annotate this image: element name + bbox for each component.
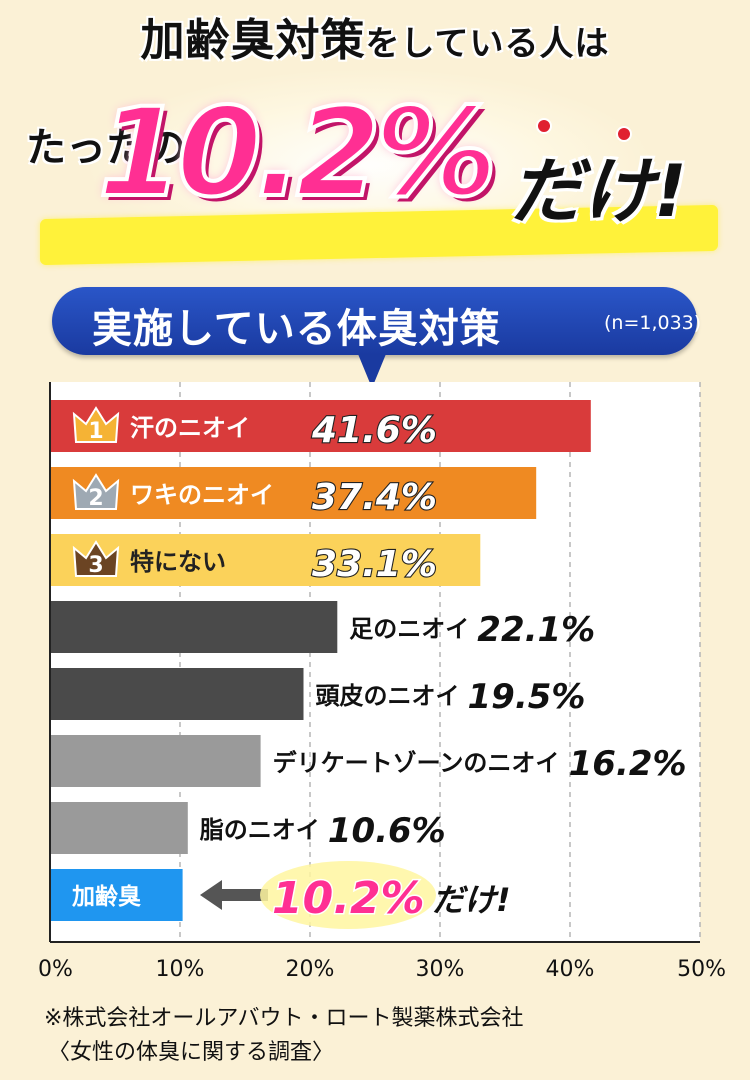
headline-line2: たったの 10.2% だけ! <box>0 80 750 252</box>
bar-category-label: 加齢臭 <box>71 883 141 910</box>
rank-number: 3 <box>88 553 103 578</box>
sparkle-icon <box>616 126 632 142</box>
bar <box>50 869 183 921</box>
bar-value-label: 10.6% <box>328 811 446 851</box>
plot-area <box>50 382 700 942</box>
x-tick-label: 50% <box>677 957 726 982</box>
headline-suffix: だけ! <box>510 149 687 233</box>
x-tick-label: 10% <box>156 957 205 982</box>
headline-topic: 加齢臭対策 <box>140 15 366 66</box>
footnote-source: ※株式会社オールアバウト・ロート製薬株式会社 <box>44 1006 524 1031</box>
x-tick-label: 40% <box>546 957 595 982</box>
sparkle-icon <box>536 118 552 134</box>
bar-category-label: 脂のニオイ <box>200 816 320 844</box>
bar <box>50 534 481 586</box>
x-tick-label: 30% <box>416 957 465 982</box>
headline-topic-suffix: をしている人は <box>365 24 610 64</box>
crown-icon <box>72 540 120 577</box>
bar-value-label: 37.4% <box>312 477 437 518</box>
footnote: ※株式会社オールアバウト・ロート製薬株式会社 〈女性の体臭に関する調査〉 <box>44 1002 524 1070</box>
arrow-left-icon <box>200 880 222 910</box>
x-tick-label: 20% <box>286 957 335 982</box>
bar-chart: 1 汗のニオイ 41.6% 2 ワキのニオイ 37.4% 3 特にない 33.1% 足のニオイ 22… <box>38 382 726 982</box>
bar-value-label: 41.6% <box>311 410 437 451</box>
bar-category-label: 特にない <box>130 548 226 576</box>
sample-size: (n=1,033) <box>604 312 702 334</box>
bar-category-label: 汗のニオイ <box>130 414 250 442</box>
crown-icon <box>72 406 120 443</box>
bar <box>50 802 188 854</box>
bar-category-label: デリケートゾーンのニオイ <box>273 749 560 777</box>
chart-title-pill: 実施している体臭対策 (n=1,033) <box>52 287 701 355</box>
chart-title: 実施している体臭対策 <box>92 306 501 352</box>
headline-prefix: たったの <box>26 125 186 171</box>
rank-number: 2 <box>88 486 103 511</box>
x-tick-label: 0% <box>38 957 73 982</box>
bar-value-label: 16.2% <box>569 744 687 784</box>
bar-value-label: 33.1% <box>312 544 437 585</box>
bar-category-label: 頭皮のニオイ <box>316 682 460 710</box>
arrow-shaft <box>218 889 268 901</box>
bar <box>50 735 261 787</box>
crown-icon <box>72 473 120 510</box>
headline-line1: 加齢臭対策をしている人は <box>0 4 750 68</box>
bar <box>50 467 537 519</box>
value-glow <box>260 861 436 929</box>
bar-value-label: 19.5% <box>468 677 586 717</box>
bar <box>50 668 304 720</box>
bar-value-label: 10.2% <box>272 873 425 924</box>
bar <box>50 400 591 452</box>
bar-category-label: 足のニオイ <box>349 615 469 643</box>
bar-category-label: ワキのニオイ <box>130 481 274 509</box>
bar <box>50 601 338 653</box>
bar-value-label: 22.1% <box>477 610 595 650</box>
rank-number: 1 <box>88 419 103 444</box>
footnote-survey: 〈女性の体臭に関する調査〉 <box>48 1040 335 1065</box>
headline-percent: 10.2% <box>96 80 499 226</box>
value-annotation: だけ! <box>432 881 511 919</box>
